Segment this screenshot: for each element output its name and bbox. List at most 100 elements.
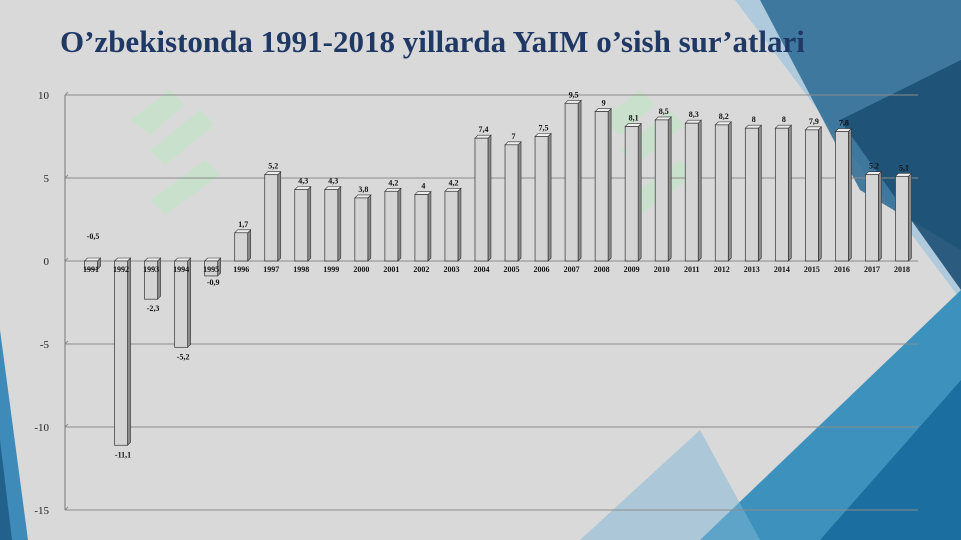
y-tick-label: -15 [34,505,49,517]
bar-side [577,99,582,262]
bar-side [667,116,672,262]
bar [624,126,639,262]
bar-top [534,133,552,137]
bar-side [818,126,822,262]
bar-top [654,116,672,121]
bar [744,127,759,262]
bar-top [113,257,132,262]
bar [865,174,879,262]
x-tick-label: 1997 [263,265,279,274]
data-label: -5,2 [177,352,190,361]
y-tick-label: -5 [40,339,50,351]
data-label: 3,8 [358,185,368,194]
bar-side [277,170,282,262]
data-label: 4,2 [388,178,398,187]
bar [534,136,549,262]
bar-side [697,119,702,262]
bar [264,174,279,262]
x-tick-label: 1994 [173,265,189,274]
bar-top [564,100,582,104]
bar-top [624,123,642,127]
bar-top [83,257,102,262]
x-tick-label: 1995 [203,265,219,274]
bar [114,260,128,446]
bar [895,175,909,262]
data-label: 1,7 [238,220,248,229]
bar-side [247,229,251,262]
bar-top [894,173,913,177]
data-label: 7,4 [478,125,488,134]
bar-top [264,171,282,175]
bar-top [294,186,312,190]
x-tick-label: 2013 [744,265,760,274]
bar-top [354,194,372,199]
x-tick-label: 1999 [323,265,339,274]
bar [294,189,309,262]
data-label: 4 [421,182,425,191]
bar-top [834,128,853,132]
data-label: -0,5 [87,232,100,241]
data-label: 5,1 [899,163,909,172]
bar [414,194,429,262]
bar [684,122,699,262]
bar-top [864,171,883,175]
data-label: 8 [782,115,786,124]
bar-side [607,107,612,262]
data-label: 8 [752,115,756,124]
bar-side [307,185,312,262]
bar-side [878,170,882,262]
data-label: 9 [602,99,606,108]
x-tick-label: 2004 [473,265,489,274]
y-tick-label: -10 [34,422,49,434]
y-tick-label: 10 [38,90,50,102]
bar-top [684,119,702,124]
x-tick-label: 2000 [353,265,369,274]
decor-shape [0,440,12,540]
bar [384,190,399,262]
x-tick-label: 2006 [534,265,550,274]
bar-side [547,132,552,262]
data-label: -0,9 [207,278,220,287]
data-label: 7,5 [539,124,549,133]
decor-shape [580,430,760,540]
bar-top [714,121,732,126]
bar [234,232,249,262]
decor-shape [820,380,961,540]
slide-title: O’zbekistonda 1991-2018 yillarda YaIM o’… [60,24,805,59]
data-label: 8,1 [629,114,639,123]
x-tick-label: 2003 [443,265,459,274]
bar [714,124,729,262]
x-tick-label: 2011 [684,265,700,274]
bar-top [774,124,793,129]
bar-top [444,187,462,192]
bar-side [517,141,522,262]
data-label: 5,2 [268,162,278,171]
bar-side [427,190,432,262]
bar [835,131,849,262]
x-tick-label: 1991 [83,265,99,274]
data-label: 4,2 [448,178,458,187]
data-label: 8,2 [719,112,729,121]
bar [324,189,339,262]
bar [774,127,789,262]
bar-side [908,172,912,262]
bar-top [324,186,342,190]
x-tick-label: 1998 [293,265,309,274]
data-label: 4,3 [328,177,338,186]
bar [174,260,188,348]
bar-top [804,126,823,131]
x-tick-label: 2002 [413,265,429,274]
x-tick-label: 2001 [383,265,399,274]
x-tick-label: 1993 [143,265,159,274]
data-label: 7,9 [809,117,819,126]
data-label: 8,3 [689,110,699,119]
bar-side [457,187,462,262]
data-label: 5,2 [869,162,879,171]
bar-side [727,121,732,262]
bar [654,119,669,262]
bar-side [397,187,402,262]
bar-top [143,257,162,262]
bar [564,102,579,262]
